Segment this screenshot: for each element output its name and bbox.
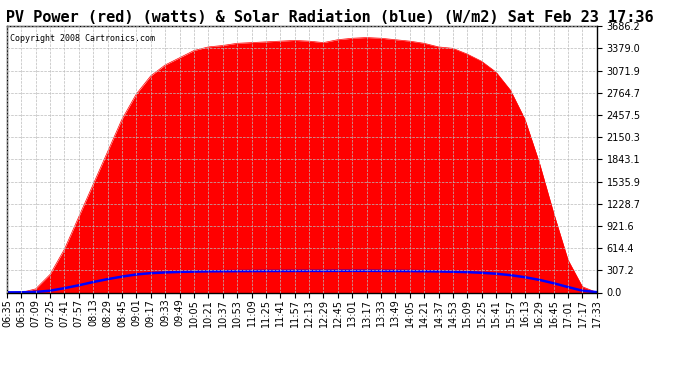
Title: Total PV Power (red) (watts) & Solar Radiation (blue) (W/m2) Sat Feb 23 17:36: Total PV Power (red) (watts) & Solar Rad… <box>0 10 653 25</box>
Text: Copyright 2008 Cartronics.com: Copyright 2008 Cartronics.com <box>10 34 155 43</box>
